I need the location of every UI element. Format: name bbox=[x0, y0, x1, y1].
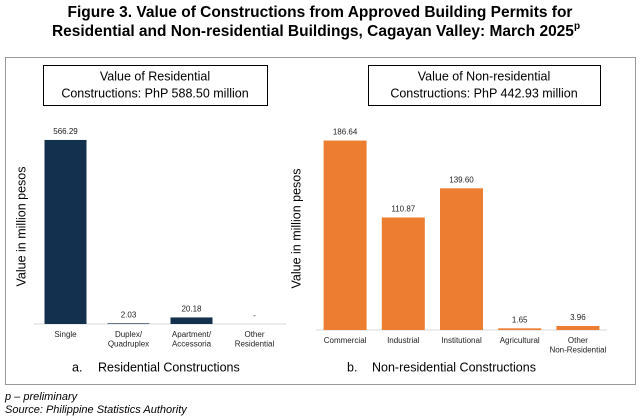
value-label: 2.03 bbox=[121, 310, 137, 319]
x-tick-label: Single bbox=[54, 330, 77, 339]
footnote: p – preliminary bbox=[4, 391, 79, 403]
value-label: 1.65 bbox=[512, 315, 528, 324]
title-text: Residential and Non-residential Building… bbox=[52, 23, 574, 40]
info-box-text: Constructions: PhP 588.50 million bbox=[61, 86, 248, 100]
x-tick-label: Other bbox=[244, 330, 264, 339]
footnote: Source: Philippine Statistics Authority bbox=[5, 404, 188, 416]
x-tick-label: Quadruplex bbox=[108, 340, 149, 349]
value-label: 566.29 bbox=[53, 127, 78, 136]
panel-caption: b. bbox=[347, 360, 357, 374]
title-line: Figure 3. Value of Constructions from Ap… bbox=[68, 4, 573, 21]
x-tick-label: Agricultural bbox=[500, 336, 540, 345]
x-tick-label: Accessoria bbox=[172, 340, 212, 349]
bar bbox=[440, 188, 483, 330]
panel-caption: a. bbox=[72, 360, 82, 374]
value-label: - bbox=[253, 311, 256, 320]
x-tick-label: Apartment/ bbox=[172, 330, 212, 339]
value-label: 186.64 bbox=[333, 128, 358, 137]
bar bbox=[323, 140, 367, 330]
info-box-text: Value of Residential bbox=[100, 69, 210, 83]
title-line: Residential and Non-residential Building… bbox=[52, 21, 580, 40]
x-tick-label: Duplex/ bbox=[115, 330, 143, 339]
bar bbox=[44, 139, 87, 324]
bar bbox=[556, 325, 600, 330]
x-tick-label: Industrial bbox=[387, 336, 420, 345]
x-tick-label: Non-Residential bbox=[549, 346, 606, 355]
y-axis-label: Value in million pesos bbox=[289, 169, 303, 289]
x-tick-label: Institutional bbox=[441, 336, 482, 345]
value-label: 20.18 bbox=[181, 305, 202, 314]
panel-caption: Non-residential Constructions bbox=[372, 360, 536, 374]
bar bbox=[498, 328, 542, 330]
bar bbox=[107, 323, 150, 324]
bar bbox=[381, 217, 425, 330]
info-box bbox=[368, 65, 601, 106]
panel-caption: Residential Constructions bbox=[98, 360, 240, 374]
value-label: 139.60 bbox=[449, 175, 474, 184]
info-box-text: Value of Non-residential bbox=[418, 69, 550, 83]
value-label: 3.96 bbox=[570, 313, 586, 322]
info-box bbox=[43, 65, 268, 106]
frame bbox=[5, 57, 636, 385]
x-tick-label: Commercial bbox=[324, 336, 367, 345]
x-tick-label: Other bbox=[568, 336, 588, 345]
title-superscript: p bbox=[574, 21, 580, 32]
x-tick-label: Residential bbox=[235, 340, 275, 349]
y-axis-label: Value in million pesos bbox=[14, 167, 28, 287]
bar bbox=[170, 317, 213, 324]
value-label: 110.87 bbox=[391, 205, 415, 214]
info-box-text: Constructions: PhP 442.93 million bbox=[390, 86, 577, 100]
